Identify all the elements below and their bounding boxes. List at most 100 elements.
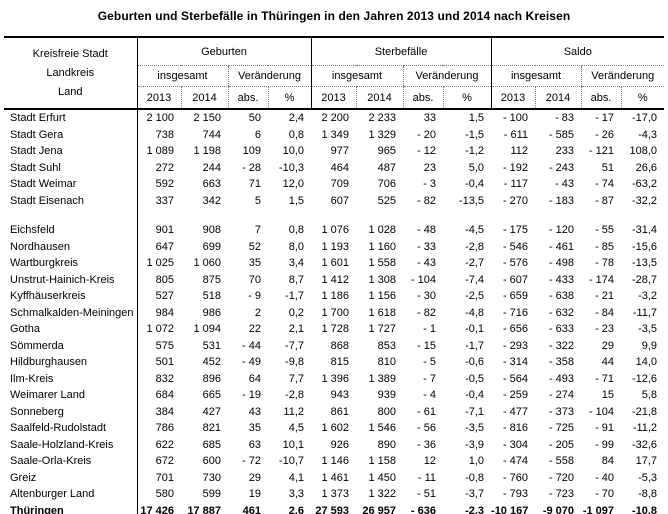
cell-geburten-pct: 8,0 [288, 240, 304, 253]
cell-saldo-2013: 112 [510, 145, 529, 158]
cell-geburten-abs: 7 [254, 224, 261, 237]
cell-geburten-2014: 452 [202, 356, 221, 369]
cell-sterbefaelle-pct: -0,4 [465, 178, 485, 191]
cell-geburten-pct: -2,8 [285, 389, 304, 402]
cell-saldo-2014: - 183 [548, 194, 575, 207]
cell-sterbefaelle-abs: - 82 [417, 306, 436, 319]
table-row: Saale-Orla-Kreis 672 600 - 72 -10,7 1 14… [4, 453, 664, 470]
col-header-pct: % [267, 86, 311, 110]
cell-sterbefaelle-pct: -0,5 [465, 372, 485, 385]
cell-sterbefaelle-2014: 706 [377, 178, 396, 191]
row-label: Gotha [4, 321, 138, 338]
cell-geburten-2013: 984 [155, 306, 174, 319]
cell-sterbefaelle-2014: 1 160 [368, 240, 396, 253]
table-row: Saale-Holzland-Kreis 622 685 63 10,1 926… [4, 436, 664, 453]
cell-geburten-pct: -9,8 [285, 356, 304, 369]
cell-saldo-abs: - 174 [588, 273, 615, 286]
cell-saldo-2014: -9 070 [542, 504, 575, 514]
subgroup-header-insgesamt: insgesamt [310, 65, 403, 87]
cell-sterbefaelle-pct: -3,5 [465, 422, 485, 435]
cell-saldo-2013: - 716 [502, 306, 529, 319]
cell-geburten-2013: 622 [155, 438, 174, 451]
cell-geburten-pct: 0,2 [288, 306, 304, 319]
cell-geburten-2014: 663 [202, 178, 221, 191]
page-title: Geburten und Sterbefälle in Thüringen in… [97, 9, 571, 23]
gap-cell [137, 209, 664, 222]
cell-saldo-abs: - 21 [595, 290, 615, 303]
cell-saldo-2013: - 304 [502, 438, 529, 451]
cell-geburten-2014: 908 [202, 224, 221, 237]
table-header: Kreisfreie Stadt Landkreis Land Geburten… [4, 37, 665, 110]
cell-sterbefaelle-abs: - 12 [417, 145, 436, 158]
cell-geburten-2014: 986 [202, 306, 221, 319]
cell-saldo-2014: - 461 [548, 240, 575, 253]
cell-geburten-abs: 63 [248, 438, 261, 451]
cell-sterbefaelle-pct: 1,5 [468, 112, 485, 125]
row-label: Stadt Gera [4, 126, 138, 143]
cell-saldo-pct: -12,6 [631, 372, 658, 385]
row-header-line: Landkreis [46, 66, 95, 79]
cell-geburten-2013: 805 [155, 273, 174, 286]
cell-sterbefaelle-pct: -1,7 [465, 339, 485, 352]
cell-saldo-2013: - 314 [502, 356, 529, 369]
cell-geburten-2014: 685 [202, 438, 221, 451]
cell-geburten-pct: 1,5 [288, 194, 304, 207]
cell-geburten-abs: - 28 [242, 161, 261, 174]
cell-sterbefaelle-2014: 1 028 [368, 224, 396, 237]
cell-saldo-2014: - 632 [548, 306, 575, 319]
cell-geburten-abs: 22 [248, 323, 261, 336]
row-header-line: Kreisfreie Stadt [32, 47, 108, 60]
col-header-abs: abs. [580, 86, 622, 110]
col-header-2014: 2014 [534, 86, 582, 110]
cell-sterbefaelle-2013: 1 728 [321, 323, 349, 336]
cell-geburten-2013: 17 426 [140, 504, 174, 514]
gap-label-cell [4, 209, 138, 222]
cell-geburten-abs: - 19 [242, 389, 261, 402]
cell-sterbefaelle-abs: - 1 [423, 323, 436, 336]
cell-geburten-pct: -1,7 [285, 290, 304, 303]
row-label: Stadt Erfurt [4, 109, 138, 127]
row-label: Kyffhäuserkreis [4, 288, 138, 305]
cell-saldo-2013: - 270 [502, 194, 529, 207]
cell-sterbefaelle-pct: -0,8 [465, 471, 485, 484]
table-row: Kyffhäuserkreis 527 518 - 9 -1,7 1 186 1… [4, 288, 664, 305]
cell-sterbefaelle-pct: -7,4 [465, 273, 485, 286]
row-label: Wartburgkreis [4, 255, 138, 272]
cell-sterbefaelle-pct: -0,6 [465, 356, 485, 369]
cell-saldo-2013: - 607 [502, 273, 529, 286]
cell-saldo-pct: -32,2 [631, 194, 658, 207]
cell-saldo-2014: - 633 [548, 323, 575, 336]
cell-geburten-pct: 4,1 [288, 471, 304, 484]
cell-sterbefaelle-2014: 1 329 [368, 128, 396, 141]
cell-geburten-pct: 3,3 [288, 488, 304, 501]
cell-sterbefaelle-2013: 926 [330, 438, 349, 451]
cell-saldo-2013: - 611 [503, 128, 529, 141]
cell-saldo-pct: -3,2 [638, 290, 658, 303]
cell-sterbefaelle-2014: 487 [377, 161, 396, 174]
cell-geburten-2013: 592 [155, 178, 174, 191]
cell-saldo-2014: - 720 [548, 471, 575, 484]
cell-sterbefaelle-2013: 1 186 [321, 290, 349, 303]
cell-geburten-abs: 6 [254, 128, 261, 141]
cell-geburten-2013: 575 [155, 339, 174, 352]
cell-saldo-2013: - 100 [502, 112, 529, 125]
cell-sterbefaelle-pct: -2,8 [465, 240, 485, 253]
cell-geburten-2013: 1 089 [146, 145, 174, 158]
cell-saldo-2013: - 546 [502, 240, 529, 253]
table-row: Sonneberg 384 427 43 11,2 861 800 - 61 -… [4, 403, 664, 420]
col-header-abs: abs. [227, 86, 268, 110]
cell-sterbefaelle-2014: 1 389 [368, 372, 396, 385]
cell-saldo-2014: - 725 [548, 422, 575, 435]
cell-saldo-pct: -28,7 [631, 273, 658, 286]
row-label: Sonneberg [4, 403, 138, 420]
cell-sterbefaelle-abs: 33 [423, 112, 436, 125]
cell-saldo-2014: - 83 [555, 112, 575, 125]
cell-saldo-2013: - 816 [502, 422, 529, 435]
cell-saldo-abs: - 71 [595, 372, 615, 385]
cell-geburten-pct: 10,1 [282, 438, 304, 451]
row-label: Stadt Jena [4, 143, 138, 160]
cell-geburten-abs: - 72 [242, 455, 261, 468]
cell-geburten-2013: 384 [155, 405, 174, 418]
cell-sterbefaelle-2014: 939 [377, 389, 396, 402]
row-label: Sömmerda [4, 337, 138, 354]
